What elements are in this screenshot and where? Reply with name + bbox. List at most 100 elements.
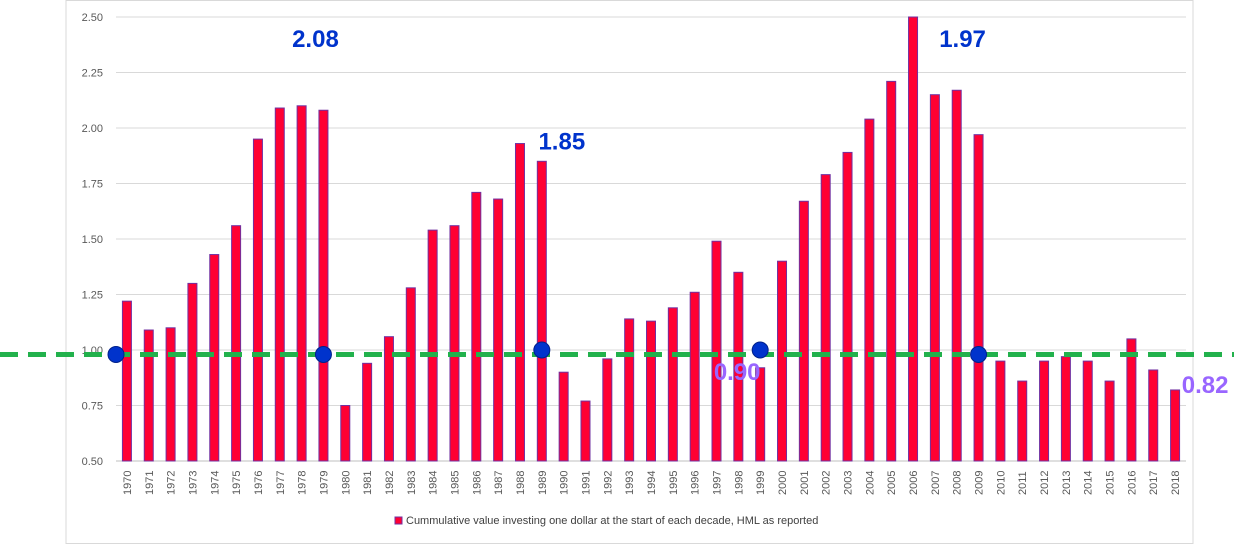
bar — [1060, 356, 1071, 462]
bar — [340, 405, 351, 462]
y-tick-label: 0.50 — [82, 456, 103, 468]
y-tick-label: 1.50 — [82, 234, 103, 246]
bar — [536, 160, 547, 462]
bar — [886, 80, 897, 462]
x-tick-label: 1993 — [624, 471, 636, 495]
bar — [973, 134, 984, 462]
y-tick-label: 2.00 — [82, 123, 103, 135]
x-tick-label: 1973 — [187, 471, 199, 495]
bar — [908, 16, 919, 462]
annotation-label: 1.85 — [538, 128, 585, 155]
bar — [362, 362, 373, 462]
x-tick-label: 2001 — [799, 471, 811, 495]
bar — [602, 358, 613, 462]
legend-swatch — [394, 516, 403, 525]
bar — [1082, 360, 1093, 462]
bar — [493, 198, 504, 462]
x-tick-label: 1986 — [471, 471, 483, 495]
x-tick-label: 2008 — [952, 471, 964, 495]
bar — [427, 229, 438, 462]
x-tick-label: 2013 — [1061, 471, 1073, 495]
bar — [558, 371, 569, 462]
x-tick-label: 2010 — [995, 471, 1007, 495]
x-tick-label: 2000 — [777, 471, 789, 495]
x-tick-label: 1996 — [690, 471, 702, 495]
bar — [449, 225, 460, 462]
bar — [1017, 380, 1028, 462]
decade-marker — [314, 345, 332, 363]
decade-marker — [970, 345, 988, 363]
x-tick-label: 2007 — [930, 471, 942, 495]
x-tick-label: 1985 — [449, 471, 461, 495]
x-tick-label: 1999 — [755, 471, 767, 495]
bar — [798, 200, 809, 462]
bar — [318, 109, 329, 462]
bar — [1170, 389, 1181, 462]
y-tick-label: 1.25 — [82, 290, 103, 302]
x-tick-label: 1978 — [297, 471, 309, 495]
annotation-label: 0.90 — [714, 359, 761, 386]
x-tick-label: 1983 — [406, 471, 418, 495]
bar — [929, 94, 940, 462]
bar — [274, 107, 285, 462]
bar — [1148, 369, 1159, 462]
bar — [1104, 380, 1115, 462]
bars — [121, 16, 1181, 462]
y-tick-label: 1.75 — [82, 179, 103, 191]
decade-markers — [107, 341, 988, 363]
x-tick-label: 2006 — [908, 471, 920, 495]
x-axis: 1970 1971 1972 1973 1974 1975 1976 1977 1978 1979… — [122, 471, 1182, 495]
x-tick-label: 2012 — [1039, 471, 1051, 495]
x-tick-label: 2015 — [1105, 471, 1117, 495]
x-tick-label: 2005 — [886, 471, 898, 495]
x-tick-label: 1987 — [493, 471, 505, 495]
bar — [1039, 360, 1050, 462]
bar — [820, 174, 831, 462]
x-tick-label: 2016 — [1126, 471, 1138, 495]
annotations: 2.08 1.85 0.90 1.97 0.82 — [292, 26, 1228, 399]
bar — [733, 271, 744, 462]
decade-marker — [533, 341, 551, 359]
bar — [624, 318, 635, 462]
x-tick-label: 1980 — [340, 471, 352, 495]
x-tick-label: 1979 — [318, 471, 330, 495]
y-tick-label: 2.25 — [82, 68, 103, 80]
bar — [646, 320, 656, 462]
bar — [864, 118, 875, 462]
x-tick-label: 1992 — [602, 471, 614, 495]
legend-label: Cummulative value investing one dollar a… — [406, 515, 818, 527]
x-tick-label: 1997 — [712, 471, 724, 495]
x-tick-label: 2014 — [1083, 471, 1095, 495]
bar — [252, 138, 263, 462]
legend: Cummulative value investing one dollar a… — [394, 515, 818, 527]
bar — [231, 225, 242, 462]
bar — [471, 191, 482, 462]
bar — [995, 360, 1006, 462]
x-tick-label: 1974 — [209, 471, 221, 495]
y-tick-label: 2.50 — [82, 12, 103, 24]
bar — [689, 291, 700, 462]
x-tick-label: 1976 — [253, 471, 265, 495]
x-tick-label: 1988 — [515, 471, 527, 495]
x-tick-label: 1991 — [580, 471, 592, 495]
x-tick-label: 1984 — [428, 471, 440, 495]
x-tick-label: 1975 — [231, 471, 243, 495]
x-tick-label: 2009 — [974, 471, 986, 495]
x-tick-label: 1982 — [384, 471, 396, 495]
bar — [580, 400, 591, 462]
x-tick-label: 2004 — [864, 471, 876, 495]
bar — [383, 336, 394, 462]
x-tick-label: 1995 — [668, 471, 680, 495]
decade-marker — [107, 345, 125, 363]
y-axis: 0.500.751.001.251.501.752.002.252.50 — [82, 12, 103, 468]
bar — [777, 260, 788, 462]
x-tick-label: 2002 — [821, 471, 833, 495]
bar — [711, 240, 722, 462]
bar — [405, 287, 416, 462]
bar — [165, 327, 176, 462]
bar — [143, 329, 154, 462]
x-tick-label: 2003 — [843, 471, 855, 495]
x-tick-label: 1998 — [733, 471, 745, 495]
